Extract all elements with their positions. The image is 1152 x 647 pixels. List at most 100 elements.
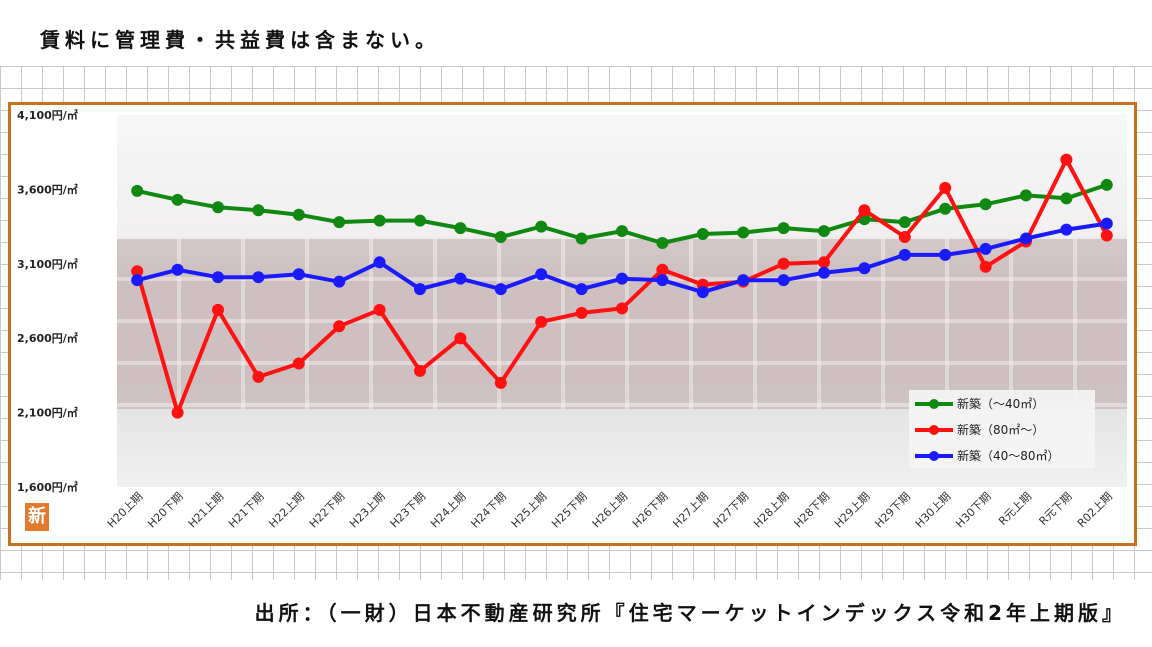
data-point [333, 320, 346, 333]
data-point [939, 202, 952, 215]
data-point [171, 263, 184, 276]
data-point [252, 204, 265, 217]
note-band [0, 0, 1152, 66]
building-photo [117, 239, 1127, 409]
data-point [212, 201, 224, 214]
data-point [292, 268, 305, 281]
data-point [1100, 178, 1113, 191]
data-point [979, 260, 992, 273]
data-point [454, 222, 467, 235]
data-point [171, 406, 184, 419]
x-tick-label: R元下期 [1037, 490, 1075, 528]
data-point [979, 242, 992, 255]
data-point [858, 262, 871, 275]
x-tick-label: R元上期 [996, 490, 1034, 528]
data-point [777, 222, 790, 235]
source-band [0, 580, 1152, 647]
x-tick-label: H25上期 [509, 490, 550, 531]
data-point [212, 271, 224, 284]
y-tick-label: 4,100円/㎡ [17, 108, 78, 122]
data-point [818, 225, 830, 238]
x-tick-label: R02上期 [1075, 490, 1115, 530]
x-tick-label: H22上期 [266, 490, 307, 531]
x-tick-label: H28上期 [751, 490, 792, 531]
data-point [777, 274, 790, 287]
data-point [454, 272, 467, 285]
data-point [373, 256, 386, 269]
data-point [535, 315, 548, 328]
data-point [898, 216, 911, 229]
data-point [252, 271, 265, 284]
x-tick-label: H23下期 [388, 490, 429, 531]
x-tick-label: H26上期 [590, 490, 631, 531]
y-tick-label: 3,600円/㎡ [17, 182, 78, 196]
data-point [414, 214, 426, 227]
data-point [1100, 217, 1113, 230]
x-tick-label: H20上期 [105, 490, 146, 531]
x-tick-label: H30下期 [953, 490, 994, 531]
legend-swatch-marker [929, 451, 939, 461]
data-point [535, 268, 548, 281]
data-point [494, 376, 507, 389]
data-point [656, 263, 669, 276]
x-tick-label: H21上期 [186, 490, 227, 531]
data-point [1060, 153, 1073, 166]
legend-swatch-marker [929, 425, 939, 435]
x-tick-label: H24上期 [428, 490, 469, 531]
data-point [292, 357, 305, 370]
y-tick-label: 2,600円/㎡ [17, 331, 78, 345]
x-tick-label: H20下期 [145, 490, 186, 531]
x-tick-label: H29上期 [832, 490, 873, 531]
data-point [575, 306, 588, 319]
data-point [535, 220, 548, 233]
data-point [494, 231, 507, 244]
data-point [898, 248, 911, 261]
data-point [1060, 192, 1073, 205]
data-point [979, 198, 992, 211]
data-point [616, 302, 628, 315]
x-tick-label: H25下期 [549, 490, 590, 531]
x-tick-label: H29下期 [872, 490, 913, 531]
data-point [494, 283, 507, 296]
y-tick-label: 3,100円/㎡ [17, 257, 78, 271]
x-tick-label: H27上期 [670, 490, 711, 531]
x-tick-label: H22下期 [307, 490, 348, 531]
data-point [777, 257, 790, 270]
data-point [575, 283, 588, 296]
legend-swatch-marker [929, 399, 939, 409]
data-point [939, 248, 952, 261]
data-point [616, 272, 628, 285]
data-point [333, 216, 346, 229]
data-point [939, 181, 952, 194]
data-point [656, 236, 669, 249]
legend-label: 新築（40～80㎡） [957, 448, 1060, 463]
x-tick-label: H21下期 [226, 490, 267, 531]
data-point [131, 274, 144, 287]
chart-frame: 1,600円/㎡ 2,100円/㎡ 2,600円/㎡ 3,100円/㎡ 3,600円/㎡… [8, 102, 1137, 546]
data-point [656, 274, 669, 287]
data-point [1020, 232, 1032, 245]
data-point [1100, 229, 1113, 242]
source-caption: 出所：（一財）日本不動産研究所『住宅マーケットインデックス令和2年上期版』 [254, 601, 1126, 625]
rent-note: 賃料に管理費・共益費は含まない。 [40, 28, 440, 52]
y-tick-label: 1,600円/㎡ [17, 480, 78, 494]
y-tick-label: 2,100円/㎡ [17, 406, 78, 420]
rent-line-chart: 1,600円/㎡ 2,100円/㎡ 2,600円/㎡ 3,100円/㎡ 3,600円/㎡… [17, 108, 1115, 531]
data-point [1060, 223, 1073, 236]
data-point [737, 274, 750, 287]
data-point [131, 184, 144, 197]
data-point [292, 208, 305, 221]
new-badge: 新 [25, 503, 49, 531]
data-point [696, 228, 709, 241]
legend-label: 新築（80㎡～） [957, 422, 1044, 437]
data-point [212, 303, 224, 316]
x-tick-label: H26下期 [630, 490, 671, 531]
data-point [171, 193, 184, 206]
data-point [616, 225, 628, 238]
data-point [252, 370, 265, 383]
data-point [575, 232, 588, 245]
x-tick-label: H24下期 [468, 490, 509, 531]
x-tick-label: H27下期 [711, 490, 752, 531]
x-tick-label: H28下期 [792, 490, 833, 531]
data-point [414, 364, 426, 377]
